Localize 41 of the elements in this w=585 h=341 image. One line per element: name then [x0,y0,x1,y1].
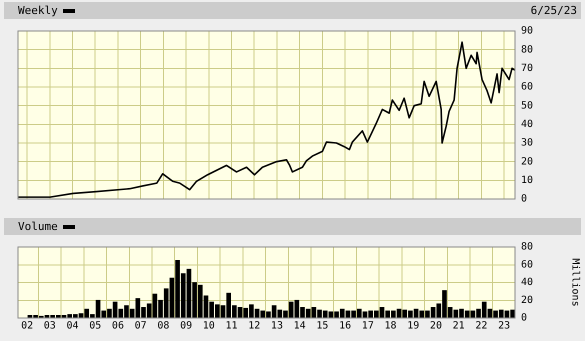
x-tick-label: 11 [225,320,238,332]
text: 6/25/23 [530,3,577,19]
x-tick-label: 12 [248,320,260,332]
y-tick-label: 10 [521,174,534,186]
x-tick-label: 16 [339,320,352,332]
x-tick-label: 04 [66,320,79,332]
y-tick-label: 50 [521,100,534,112]
y-tick-label: 80 [521,44,534,56]
y-tick-label: 70 [521,62,534,74]
x-tick-label: 23 [498,320,510,332]
x-tick-label: 21 [452,320,465,332]
y-tick-label: 60 [521,82,534,93]
y-tick-label: 30 [521,138,534,149]
y-tick-label: 0 [521,194,528,205]
y-tick-label: 90 [521,26,534,37]
x-tick-label: 15 [316,320,328,332]
y-tick-label: 20 [521,156,534,168]
x-tick-label: 14 [294,320,306,332]
y-tick-label: 40 [521,277,534,288]
y-tick-label: 60 [521,259,534,270]
x-tick-label: 19 [407,320,420,332]
x-tick-label: 03 [44,320,56,332]
y-tick-label: 80 [521,242,534,253]
x-tick-label: 17 [362,320,374,332]
x-tick-label: 13 [270,320,283,332]
x-tick-label: 18 [384,320,397,332]
x-tick-label: 05 [89,320,102,332]
x-tick-label: 20 [430,320,442,332]
y-axis-title: Millions [569,258,580,307]
x-tick-label: 02 [21,320,34,332]
x-tick-label: 10 [202,320,215,332]
chart-title: Weekly [18,3,59,19]
y-tick-label: 20 [521,294,534,306]
x-tick-label: 08 [157,320,170,332]
x-tick-label: 09 [180,320,192,332]
chart-title: Volume [18,219,59,235]
x-tick-label: 06 [112,320,124,332]
y-tick-label: 0 [521,312,528,324]
x-tick-label: 07 [134,320,147,332]
y-tick-label: 40 [521,118,534,130]
x-tick-label: 22 [475,320,488,332]
